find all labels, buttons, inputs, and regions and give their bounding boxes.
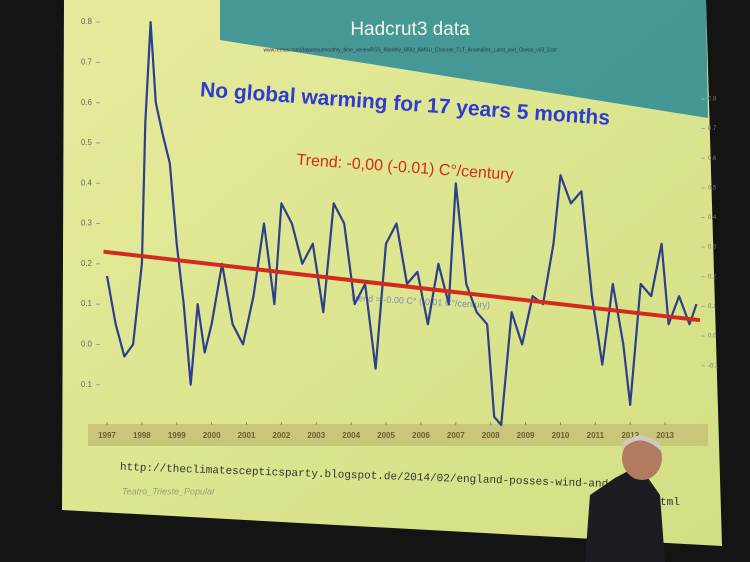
watermark: Teatro_Trieste_Popular <box>122 486 216 496</box>
x-tick-label: 2010 <box>552 431 570 440</box>
speaker-head <box>622 436 662 480</box>
y-tick-label: 0.8 <box>81 17 93 26</box>
y2-tick-label: 0.8 <box>708 97 717 103</box>
y2-tick-label: 0.4 <box>708 215 717 221</box>
x-tick-label: 2008 <box>482 431 500 440</box>
source: www.remss.com/data/msu/monthly_time_seri… <box>263 47 557 53</box>
url-end: tml <box>660 497 680 509</box>
y-tick-label: 0.1 <box>81 380 93 389</box>
x-tick-label: 2012 <box>621 431 639 440</box>
y-tick-label: 0.3 <box>81 219 93 228</box>
y2-tick-label: 0.3 <box>708 245 717 251</box>
y-tick-label: 0.1 <box>81 299 93 308</box>
x-tick-label: 2007 <box>447 431 465 440</box>
x-tick-label: 2005 <box>377 431 395 440</box>
y2-tick-label: 0.5 <box>708 185 717 191</box>
y-tick-label: 0.6 <box>81 98 93 107</box>
y2-tick-label: 0.0 <box>708 334 717 340</box>
x-tick-label: 2004 <box>342 431 360 440</box>
y-tick-label: 0.5 <box>81 138 93 147</box>
y2-tick-label: 0.7 <box>708 126 717 132</box>
x-tick-label: 1999 <box>168 431 186 440</box>
x-tick-label: 2011 <box>587 431 605 440</box>
y2-tick-label: 0.1 <box>708 304 717 310</box>
x-tick-label: 2006 <box>412 431 430 440</box>
x-tick-label: 2002 <box>272 431 290 440</box>
y-tick-label: 0.2 <box>81 259 93 268</box>
speaker-body <box>585 470 665 562</box>
y2-tick-label: -0.1 <box>708 363 719 369</box>
slide <box>62 0 722 546</box>
x-axis-band <box>88 424 708 446</box>
x-tick-label: 1997 <box>98 431 116 440</box>
trend-line <box>103 249 701 323</box>
y-tick-label: 0.4 <box>81 178 93 187</box>
x-tick-label: 2009 <box>517 431 535 440</box>
chart-title: Hadcrut3 data <box>350 19 470 40</box>
x-tick-label: 2001 <box>238 431 256 440</box>
data-line <box>105 21 698 427</box>
x-tick-label: 1998 <box>133 431 151 440</box>
title-bar <box>220 0 708 118</box>
y-tick-label: 0.7 <box>81 57 93 66</box>
x-tick-label: 2013 <box>656 431 674 440</box>
y2-tick-label: 0.2 <box>708 274 717 280</box>
plot: 0.8 0.7 0.6 0.5 0.4 0.3 0.2 0.1 0.0 0.1 0.8 0.7 0.6 0… <box>81 17 719 440</box>
x-tick-label: 2000 <box>203 431 221 440</box>
speaker-hair <box>622 435 662 452</box>
x-tick-label: 2003 <box>307 431 325 440</box>
y-tick-label: 0.0 <box>81 340 93 349</box>
y2-tick-label: 0.6 <box>708 156 717 162</box>
